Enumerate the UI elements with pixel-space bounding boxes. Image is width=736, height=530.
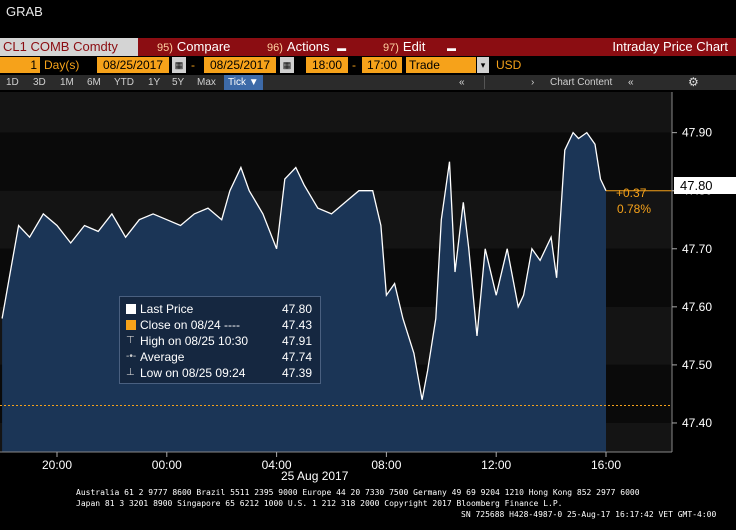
x-tick-label: 00:00	[152, 458, 182, 472]
legend-value: 47.74	[281, 350, 312, 364]
legend-label: Average	[140, 350, 185, 364]
ticker-field[interactable]: CL1 COMB Comdty	[0, 38, 138, 56]
legend-box[interactable]: Last Price 47.80 Close on 08/24 ---- 47.…	[119, 296, 321, 384]
actions-button[interactable]: 96) Actions ▬	[267, 38, 346, 56]
tab-1d[interactable]: 1D	[6, 77, 19, 88]
x-tick-label: 04:00	[262, 458, 292, 472]
y-tick-label: 47.80	[682, 184, 712, 198]
legend-value: 47.43	[281, 318, 312, 332]
main-toolbar: CL1 COMB Comdty 95) Compare 96) Actions ▬ …	[0, 38, 736, 56]
legend-average-icon: -•-	[126, 351, 137, 362]
edit-num: 97)	[383, 42, 399, 54]
x-date-label: 25 Aug 2017	[281, 469, 349, 483]
tab-5y[interactable]: 5Y	[172, 77, 185, 88]
tab-1y[interactable]: 1Y	[148, 77, 161, 88]
chart-title: Intraday Price Chart	[612, 39, 728, 54]
period-value-input[interactable]: 1	[0, 57, 40, 73]
legend-value: 47.80	[281, 302, 312, 316]
end-time-input[interactable]: 17:00	[362, 57, 402, 73]
field-select[interactable]: Trade	[406, 57, 476, 73]
last-price-badge	[674, 177, 736, 194]
collapse-left-icon[interactable]: «	[459, 77, 465, 88]
period-unit-label: Day(s)	[44, 58, 80, 72]
y-tick-label: 47.70	[682, 242, 712, 256]
time-dash-icon: -	[352, 58, 356, 72]
end-date-input[interactable]: 08/25/2017	[204, 57, 276, 73]
field-dropdown-icon[interactable]: ▾	[477, 57, 489, 73]
legend-high-icon: ⊤	[126, 335, 135, 346]
y-axis: 47.90 47.80 47.70 47.60 47.50 47.40	[671, 92, 712, 452]
actions-label: Actions	[286, 39, 330, 54]
edit-dropdown-icon: ▬	[446, 43, 456, 53]
start-time-input[interactable]: 18:00	[306, 57, 348, 73]
x-tick-label: 08:00	[371, 458, 401, 472]
compare-num: 95)	[157, 42, 173, 54]
grab-label: GRAB	[6, 4, 43, 19]
tab-max[interactable]: Max	[197, 77, 216, 88]
currency-label: USD	[496, 58, 522, 72]
date-dash-icon: -	[191, 58, 195, 72]
legend-swatch-white	[126, 304, 136, 314]
chart-content-label[interactable]: Chart Content	[550, 77, 613, 88]
footer-session: SN 725688 H428-4987-0 25-Aug-17 16:17:42…	[461, 510, 717, 519]
legend-label: Last Price	[140, 302, 194, 316]
y-tick-label: 47.60	[682, 300, 712, 314]
edit-button[interactable]: 97) Edit ▬	[383, 38, 456, 56]
compare-button[interactable]: 95) Compare	[157, 38, 230, 56]
legend-low-icon: ⊥	[126, 367, 135, 378]
legend-last-price: Last Price 47.80	[124, 301, 316, 317]
last-price-value: 47.80	[680, 178, 713, 193]
legend-average: -•- Average 47.74	[124, 349, 316, 365]
range-tabs: 1D 3D 1M 6M YTD 1Y 5Y Max Tick ▼ « › Cha…	[0, 75, 736, 90]
change-pct-value: 0.78%	[617, 202, 651, 216]
gear-icon[interactable]: ⚙	[688, 75, 699, 89]
legend-close: Close on 08/24 ---- 47.43	[124, 317, 316, 333]
edit-label: Edit	[402, 39, 426, 54]
legend-label: High on 08/25 10:30	[140, 334, 249, 348]
actions-num: 96)	[267, 42, 283, 54]
tab-ytd[interactable]: YTD	[114, 77, 134, 88]
legend-high: ⊤ High on 08/25 10:30 47.91	[124, 333, 316, 349]
tab-1m[interactable]: 1M	[60, 77, 74, 88]
price-area	[2, 132, 607, 452]
tab-3d[interactable]: 3D	[33, 77, 46, 88]
chart-band	[0, 248, 672, 307]
footer-contacts-2: Japan 81 3 3201 8900 Singapore 65 6212 1…	[76, 499, 563, 508]
chart-content-arrow-icon: ›	[531, 77, 535, 88]
y-tick-label: 47.50	[682, 358, 712, 372]
footer-contacts-1: Australia 61 2 9777 8600 Brazil 5511 239…	[76, 488, 640, 497]
y-tick-label: 47.90	[682, 126, 712, 140]
chart-band	[0, 364, 672, 423]
x-tick-label: 20:00	[42, 458, 72, 472]
change-value: +0.37	[616, 186, 647, 200]
chart-band	[0, 132, 672, 191]
x-tick-label: 12:00	[481, 458, 511, 472]
legend-label: Close on 08/24 ----	[140, 318, 241, 332]
start-date-input[interactable]: 08/25/2017	[97, 57, 169, 73]
x-axis: 20:00 00:00 04:00 08:00 12:00 16:00	[0, 451, 672, 472]
legend-label: Low on 08/25 09:24	[140, 366, 246, 380]
compare-label: Compare	[176, 39, 231, 54]
date-controls: 1 Day(s) 08/25/2017 ▦ - 08/25/2017 ▦ 18:…	[0, 57, 736, 73]
legend-swatch-orange	[126, 320, 136, 330]
start-calendar-icon[interactable]: ▦	[172, 57, 186, 73]
tab-6m[interactable]: 6M	[87, 77, 101, 88]
separator	[484, 76, 485, 89]
y-tick-label: 47.40	[682, 416, 712, 430]
chart-band	[0, 306, 672, 365]
legend-value: 47.91	[281, 334, 312, 348]
actions-dropdown-icon: ▬	[337, 43, 347, 53]
end-calendar-icon[interactable]: ▦	[280, 57, 294, 73]
tick-button[interactable]: Tick ▼	[224, 75, 263, 90]
legend-low: ⊥ Low on 08/25 09:24 47.39	[124, 365, 316, 381]
x-tick-label: 16:00	[591, 458, 621, 472]
chart-band	[0, 422, 672, 452]
chart-band	[0, 190, 672, 249]
collapse-right-icon[interactable]: «	[628, 77, 634, 88]
chart-band	[0, 92, 672, 133]
legend-value: 47.39	[281, 366, 312, 380]
chart-bands	[0, 92, 672, 452]
